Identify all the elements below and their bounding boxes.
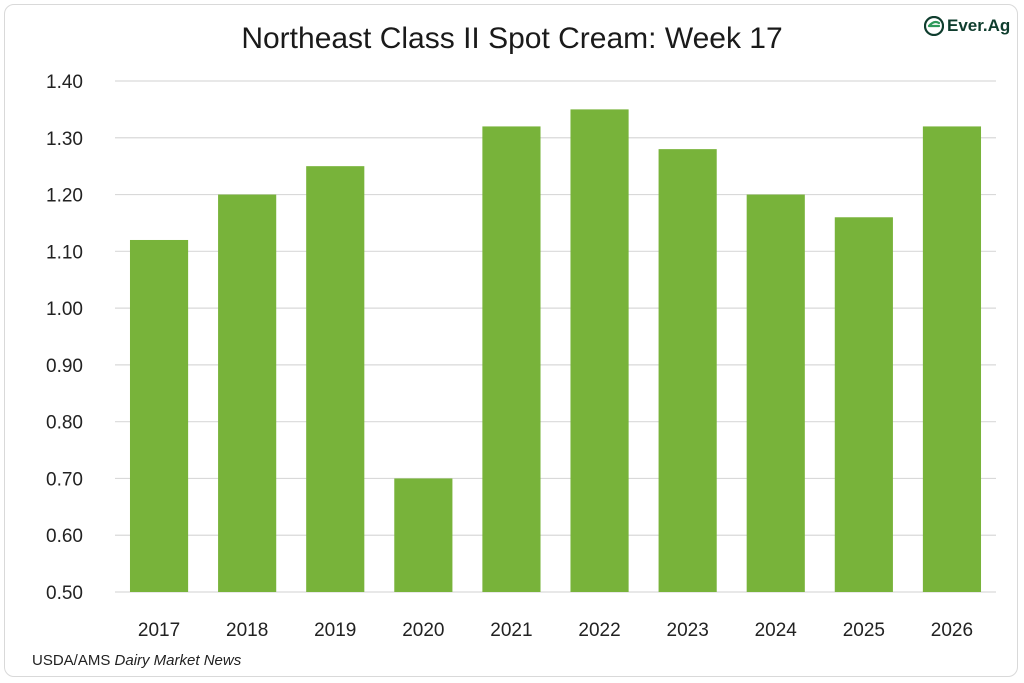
y-tick-label: 0.60 [46,526,83,547]
x-tick-label: 2023 [667,620,709,641]
bar [394,478,453,592]
source-publication: Dairy Market News [114,652,242,669]
x-tick-label: 2020 [402,620,444,641]
x-tick-label: 2024 [755,620,798,641]
y-tick-label: 1.20 [46,186,83,207]
chart-title: Northeast Class II Spot Cream: Week 17 [241,22,783,55]
y-tick-label: 0.70 [46,469,83,490]
y-tick-label: 0.90 [46,356,83,377]
bar [658,149,717,592]
bar [834,217,893,592]
x-tick-label: 2022 [578,620,620,641]
x-tick-label: 2026 [931,620,973,641]
bar [746,194,805,593]
bar [570,109,629,592]
source-note: USDA/AMS Dairy Market News [32,652,241,669]
ever-ag-logo: Ever.Ag [924,13,1010,39]
y-tick-label: 1.40 [46,72,83,93]
y-tick-label: 1.00 [46,299,83,320]
bar [218,194,277,593]
source-prefix: USDA/AMS [32,652,115,669]
bar [306,166,365,592]
logo-text: Ever.Ag [947,16,1011,35]
x-tick-label: 2021 [490,620,532,641]
y-tick-label: 1.30 [46,129,83,150]
x-tick-label: 2019 [314,620,356,641]
y-tick-label: 0.80 [46,413,83,434]
y-tick-label: 1.10 [46,242,83,263]
x-tick-label: 2025 [843,620,885,641]
ever-ag-leaf-icon [924,16,944,36]
bar [482,126,541,592]
bar [129,239,189,592]
x-tick-label: 2017 [138,620,180,641]
bar [922,126,982,592]
x-tick-label: 2018 [226,620,268,641]
y-tick-label: 0.50 [46,583,83,604]
